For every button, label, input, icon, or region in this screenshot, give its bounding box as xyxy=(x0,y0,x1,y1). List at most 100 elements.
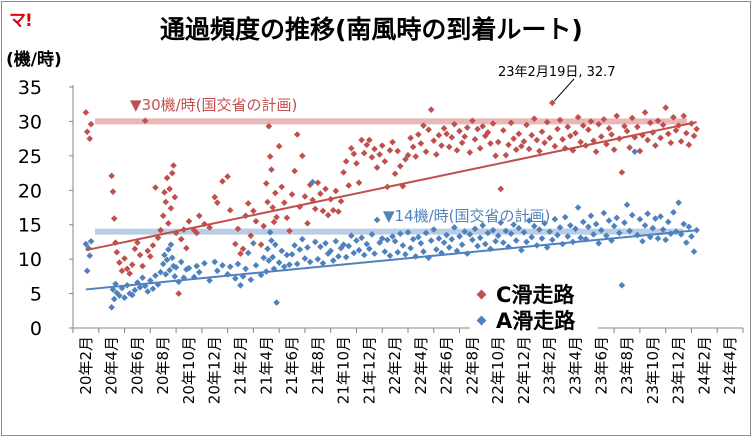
c-runway-point xyxy=(466,149,474,156)
c-runway-point xyxy=(597,133,605,140)
a-runway-point xyxy=(479,222,487,229)
a-runway-point xyxy=(492,237,499,245)
a-runway-point xyxy=(407,244,414,252)
a-runway-point xyxy=(273,299,280,306)
c-runway-point xyxy=(165,220,172,227)
a-runway-point xyxy=(605,217,613,224)
a-runway-point xyxy=(167,241,175,248)
a-runway-point xyxy=(257,271,265,279)
a-runway-point xyxy=(551,215,559,223)
a-runway-point xyxy=(538,235,546,242)
c-runway-point xyxy=(265,122,273,130)
x-tick-label: 20年2月 xyxy=(77,336,95,395)
a-runway-point xyxy=(399,242,407,249)
a-runway-point xyxy=(293,260,301,268)
c-runway-trend-line xyxy=(85,121,697,252)
a-runway-point xyxy=(670,209,677,216)
a-runway-point xyxy=(286,261,293,268)
legend-item-a-runway: A滑走路 xyxy=(470,307,598,333)
c-runway-point xyxy=(373,164,381,171)
a-runway-point xyxy=(649,224,657,232)
logo: マ! xyxy=(9,11,33,31)
c-runway-point xyxy=(546,134,554,142)
c-runway-point xyxy=(520,138,528,145)
x-tick-label: 21年10月 xyxy=(335,336,353,404)
a-runway-point xyxy=(165,246,172,253)
c-runway-point xyxy=(487,140,494,147)
a-runway-point xyxy=(345,242,353,250)
c-runway-point xyxy=(528,131,535,139)
c-runway-point xyxy=(152,184,159,191)
a-runway-point xyxy=(381,248,389,255)
a-runway-point xyxy=(536,226,543,233)
c-runway-point xyxy=(494,138,502,146)
c-runway-point xyxy=(123,265,131,273)
a-runway-point xyxy=(82,240,90,248)
a-runway-point xyxy=(152,272,159,279)
y-tick-label: 10 xyxy=(18,249,42,271)
c-runway-point xyxy=(572,129,579,137)
a-runway-point xyxy=(515,224,523,232)
c-runway-point xyxy=(438,142,445,149)
c-runway-point xyxy=(234,225,242,233)
c-runway-point xyxy=(170,162,177,169)
c-runway-point xyxy=(543,118,551,126)
c-runway-point xyxy=(636,147,644,155)
c-runway-point xyxy=(219,178,226,185)
c-runway-point xyxy=(451,120,458,128)
a-runway-point xyxy=(590,231,597,238)
c-runway-point xyxy=(378,142,386,149)
a-runway-point xyxy=(337,244,345,252)
c-runway-point xyxy=(641,109,649,116)
c-runway-point xyxy=(685,141,693,149)
c-runway-point xyxy=(551,142,559,150)
c-runway-point xyxy=(435,131,443,139)
c-runway-point xyxy=(407,134,414,142)
c-runway-point xyxy=(154,234,162,242)
a-runway-point xyxy=(417,240,425,247)
a-runway-point xyxy=(675,199,682,206)
c-runway-point xyxy=(350,150,358,158)
c-runway-point xyxy=(389,138,396,146)
a-runway-point xyxy=(685,223,693,231)
a-runway-point xyxy=(389,233,396,240)
c-runway-point xyxy=(608,131,615,138)
c-runway-point xyxy=(585,126,592,133)
c-runway-point xyxy=(399,182,407,190)
c-runway-point xyxy=(515,130,523,138)
c-runway-point xyxy=(87,120,95,128)
a-runway-point xyxy=(275,259,283,266)
a-runway-point xyxy=(530,222,538,230)
a-runway-point xyxy=(567,222,574,229)
a-runway-point xyxy=(211,258,219,266)
a-runway-point xyxy=(680,220,688,228)
a-runway-point xyxy=(121,294,128,302)
a-runway-point xyxy=(291,242,298,249)
c-runway-point xyxy=(683,129,690,137)
x-tick-label: 22年8月 xyxy=(463,336,481,395)
c-runway-point xyxy=(458,139,466,147)
c-runway-point xyxy=(345,182,353,189)
c-runway-point xyxy=(672,127,680,134)
a-runway-point xyxy=(523,238,530,246)
a-runway-point xyxy=(546,228,554,235)
a-runway-point xyxy=(234,260,242,268)
a-runway-point xyxy=(466,231,474,238)
a-runway-point xyxy=(237,282,244,289)
c-runway-point xyxy=(167,204,175,212)
a-runway-point xyxy=(391,237,399,245)
a-runway-point xyxy=(443,231,450,239)
c-runway-point xyxy=(559,136,566,143)
a-runway-point xyxy=(373,216,381,224)
x-tick-label: 22年10月 xyxy=(489,336,507,404)
x-tick-label: 23年8月 xyxy=(618,336,636,395)
c-runway-point xyxy=(538,128,546,136)
a-runway-point xyxy=(603,232,610,240)
a-runway-point xyxy=(484,229,492,237)
c-runway-point xyxy=(412,153,420,160)
a-runway-point xyxy=(451,224,458,231)
c-runway-point xyxy=(657,134,664,142)
a-runway-point xyxy=(396,230,404,237)
a-runway-point xyxy=(271,241,279,248)
a-runway-point xyxy=(366,245,373,253)
